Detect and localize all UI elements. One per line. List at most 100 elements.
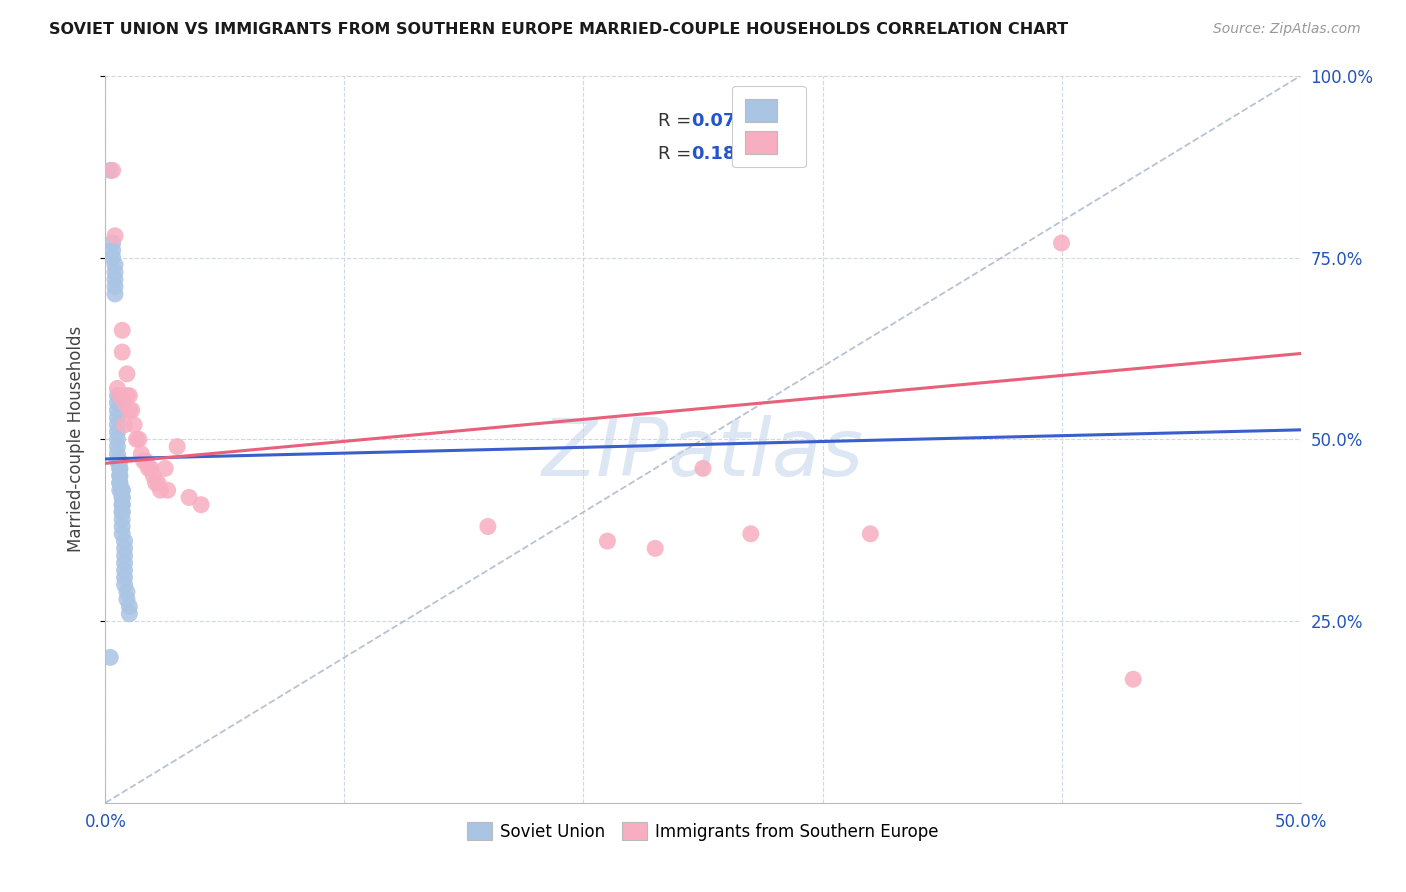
Legend: Soviet Union, Immigrants from Southern Europe: Soviet Union, Immigrants from Southern E… [458,814,948,849]
Point [111,345,134,359]
Point [104,287,127,301]
Point [115,389,138,403]
Point [101,251,124,265]
Point [111,512,134,526]
Point [177,491,201,505]
Point [114,417,136,432]
Point [114,556,136,570]
Point [145,475,167,490]
Text: ZIPatlas: ZIPatlas [541,415,865,493]
Point [107,389,129,403]
Point [146,475,169,490]
Point [108,461,131,475]
Point [111,483,134,498]
Point [692,461,714,475]
Point [107,440,129,454]
Point [107,454,129,468]
Text: N =: N = [754,145,793,162]
Text: N =: N = [754,112,793,130]
Point [101,163,124,178]
Point [115,367,138,381]
Point [115,592,138,607]
Point [114,570,136,584]
Point [1050,235,1073,250]
Point [107,432,129,446]
Point [114,396,136,410]
Point [135,454,157,468]
Point [114,578,136,592]
Point [104,258,127,272]
Point [101,244,124,258]
Point [107,447,129,461]
Point [107,425,129,439]
Point [121,403,143,417]
Point [477,519,499,533]
Point [111,498,134,512]
Point [156,483,179,498]
Point [132,454,155,468]
Point [118,403,141,417]
Point [107,417,129,432]
Point [740,526,762,541]
Point [107,396,129,410]
Point [108,475,131,490]
Point [139,461,162,475]
Point [111,526,134,541]
Point [104,265,127,279]
Point [104,228,127,243]
Point [111,323,134,337]
Point [108,483,131,498]
Point [111,498,134,512]
Point [138,461,160,475]
Point [118,389,141,403]
Point [111,519,134,533]
Point [644,541,666,556]
Point [153,461,177,475]
Point [98,650,121,665]
Point [107,381,129,395]
Point [108,461,131,475]
Point [118,599,141,614]
Point [108,468,131,483]
Point [149,483,172,498]
Point [107,403,129,417]
Point [114,534,136,549]
Point [596,534,619,549]
Point [1122,672,1144,686]
Point [114,563,136,577]
Point [108,389,131,403]
Text: R =: R = [658,112,696,130]
Point [122,417,145,432]
Point [125,432,148,446]
Point [166,440,188,454]
Text: SOVIET UNION VS IMMIGRANTS FROM SOUTHERN EUROPE MARRIED-COUPLE HOUSEHOLDS CORREL: SOVIET UNION VS IMMIGRANTS FROM SOUTHERN… [49,22,1069,37]
Text: R =: R = [658,145,696,162]
Point [104,279,127,293]
Point [128,432,150,446]
Point [111,483,134,498]
Y-axis label: Married-couple Households: Married-couple Households [66,326,84,552]
Point [111,491,134,505]
Point [111,505,134,519]
Point [118,607,141,621]
Point [108,454,131,468]
Point [108,475,131,490]
Text: 0.183: 0.183 [692,145,748,162]
Text: 0.078: 0.078 [692,112,748,130]
Point [115,585,138,599]
Point [101,235,124,250]
Point [114,549,136,563]
Point [859,526,882,541]
Point [98,163,121,178]
Point [108,468,131,483]
Point [111,491,134,505]
Point [114,541,136,556]
Point [104,272,127,286]
Point [107,410,129,425]
Text: 38: 38 [782,145,807,162]
Text: Source: ZipAtlas.com: Source: ZipAtlas.com [1213,22,1361,37]
Point [111,505,134,519]
Text: 50: 50 [782,112,807,130]
Point [190,498,212,512]
Point [142,468,165,483]
